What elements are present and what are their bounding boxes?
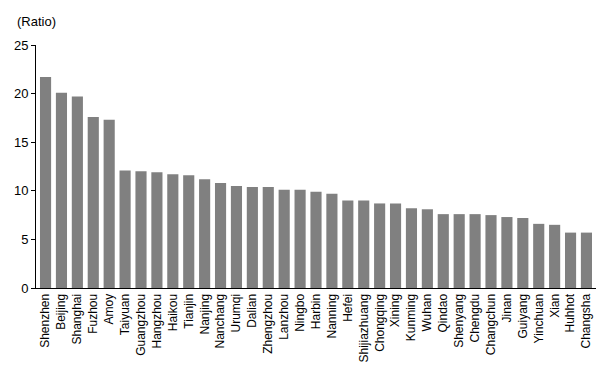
svg-text:Dalian: Dalian (245, 294, 259, 328)
svg-text:(Ratio): (Ratio) (17, 14, 56, 29)
svg-text:Beijing: Beijing (54, 294, 68, 330)
svg-text:Shijiazhuang: Shijiazhuang (357, 294, 371, 363)
svg-text:25: 25 (14, 38, 28, 53)
svg-text:Jinan: Jinan (500, 294, 514, 323)
svg-text:Changsha: Changsha (579, 293, 593, 348)
svg-text:Shenyang: Shenyang (452, 294, 466, 348)
svg-text:Wuhan: Wuhan (420, 294, 434, 332)
svg-text:Qindao: Qindao (436, 293, 450, 332)
svg-text:Nanning: Nanning (325, 294, 339, 339)
svg-text:Chongqing: Chongqing (373, 294, 387, 352)
svg-text:Changchun: Changchun (484, 294, 498, 355)
svg-text:20: 20 (14, 86, 28, 101)
svg-text:Tianjin: Tianjin (182, 294, 196, 329)
svg-text:Hefei: Hefei (341, 294, 355, 322)
svg-text:Nanjing: Nanjing (198, 294, 212, 335)
svg-text:0: 0 (21, 281, 28, 296)
svg-text:Nanchang: Nanchang (213, 294, 227, 349)
svg-text:Guangzhou: Guangzhou (134, 294, 148, 356)
svg-text:Shanghai: Shanghai (70, 294, 84, 345)
svg-text:Xining: Xining (388, 294, 402, 327)
svg-text:Urumqi: Urumqi (229, 294, 243, 333)
svg-text:Amoy: Amoy (102, 294, 116, 325)
svg-text:Harbin: Harbin (309, 294, 323, 329)
svg-text:Chengdu: Chengdu (468, 294, 482, 343)
svg-text:Ningbo: Ningbo (293, 293, 307, 331)
svg-text:Guiyang: Guiyang (516, 294, 530, 339)
svg-text:Yinchuan: Yinchuan (532, 294, 546, 344)
svg-text:Kunming: Kunming (404, 294, 418, 341)
svg-text:Haikou: Haikou (166, 294, 180, 331)
svg-text:10: 10 (14, 183, 28, 198)
svg-text:Xian: Xian (548, 294, 562, 318)
svg-text:Huhhot: Huhhot (563, 293, 577, 332)
svg-text:Fuzhou: Fuzhou (86, 294, 100, 334)
svg-text:Zhengzhou: Zhengzhou (261, 294, 275, 354)
svg-text:Taiyuan: Taiyuan (118, 294, 132, 335)
svg-text:Lanzhou: Lanzhou (277, 294, 291, 340)
svg-text:Hangzhou: Hangzhou (150, 294, 164, 349)
svg-text:Shenzhen: Shenzhen (38, 294, 52, 348)
svg-text:15: 15 (14, 135, 28, 150)
svg-text:5: 5 (21, 232, 28, 247)
